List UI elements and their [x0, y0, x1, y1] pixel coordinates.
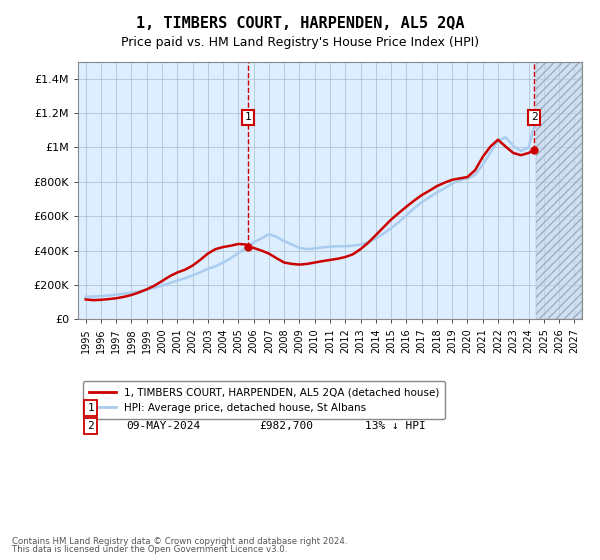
Text: 13% ↓ HPI: 13% ↓ HPI [365, 421, 426, 431]
Text: 1: 1 [245, 113, 251, 123]
Text: Price paid vs. HM Land Registry's House Price Index (HPI): Price paid vs. HM Land Registry's House … [121, 36, 479, 49]
Text: £982,700: £982,700 [259, 421, 313, 431]
Text: 1, TIMBERS COURT, HARPENDEN, AL5 2QA: 1, TIMBERS COURT, HARPENDEN, AL5 2QA [136, 16, 464, 31]
Text: This data is licensed under the Open Government Licence v3.0.: This data is licensed under the Open Gov… [12, 545, 287, 554]
Text: £420,000: £420,000 [259, 403, 313, 413]
Legend: 1, TIMBERS COURT, HARPENDEN, AL5 2QA (detached house), HPI: Average price, detac: 1, TIMBERS COURT, HARPENDEN, AL5 2QA (de… [83, 381, 445, 419]
Text: 2: 2 [530, 113, 538, 123]
Text: 16% ↓ HPI: 16% ↓ HPI [365, 403, 426, 413]
Text: 1: 1 [87, 403, 94, 413]
Text: 24-AUG-2005: 24-AUG-2005 [126, 403, 200, 413]
Text: 09-MAY-2024: 09-MAY-2024 [126, 421, 200, 431]
Text: 2: 2 [87, 421, 94, 431]
Text: Contains HM Land Registry data © Crown copyright and database right 2024.: Contains HM Land Registry data © Crown c… [12, 537, 347, 546]
